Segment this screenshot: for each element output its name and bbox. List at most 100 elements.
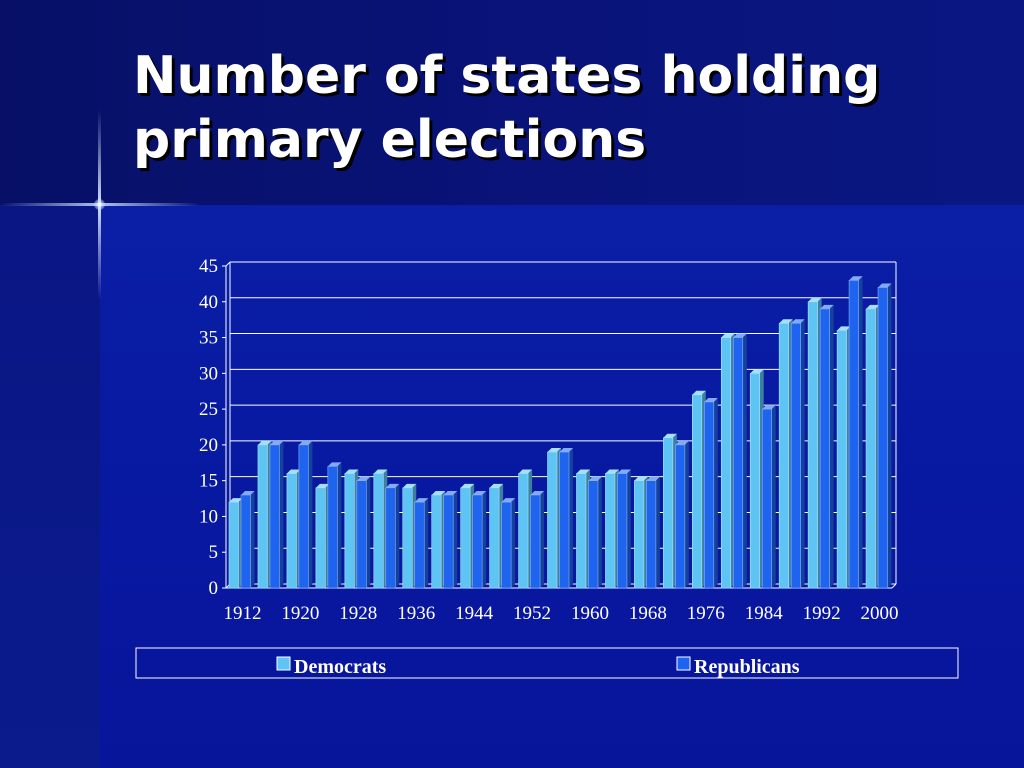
axis-depth-line: [891, 583, 897, 589]
x-tick-label: 1960: [571, 603, 609, 624]
bar-front-face: [344, 473, 355, 589]
bar-front-face: [240, 494, 251, 589]
bar-front-face: [790, 322, 801, 589]
bar-top-face: [257, 440, 272, 445]
bar-front-face: [836, 330, 847, 589]
bar-top-face: [559, 448, 574, 453]
bar-republicans: [617, 469, 631, 589]
bar-top-face: [646, 476, 660, 481]
x-tick-label: 1968: [629, 603, 667, 624]
bar-democrats: [402, 483, 417, 589]
bar-front-face: [315, 487, 326, 589]
bar-top-face: [344, 469, 359, 474]
bar-top-face: [229, 498, 243, 503]
x-tick-label: 1976: [687, 603, 725, 624]
bar-top-face: [518, 469, 533, 474]
bar-republicans: [269, 440, 284, 589]
bar-front-face: [286, 473, 297, 589]
bar-front-face: [663, 437, 674, 589]
bar-front-face: [749, 373, 761, 589]
bar-democrats: [836, 326, 851, 589]
bar-front-face: [617, 473, 628, 589]
bar-top-face: [547, 448, 562, 453]
x-tick-label: 1952: [513, 603, 551, 624]
bar-front-face: [356, 480, 367, 589]
bar-front-face: [807, 301, 818, 589]
x-tick-label: 2000: [861, 603, 899, 624]
bar-democrats: [460, 483, 475, 589]
bar-top-face: [750, 369, 764, 374]
bar-front-face: [257, 444, 268, 589]
bar-republicans: [356, 476, 371, 589]
bar-top-face: [692, 390, 706, 395]
legend-label-democrats: Democrats: [294, 656, 386, 678]
bar-side-face: [597, 476, 602, 588]
bar-top-face: [501, 498, 516, 503]
bar-top-face: [269, 440, 284, 445]
legend-box: [135, 647, 959, 679]
x-tick-label: 1912: [223, 603, 261, 624]
bar-front-face: [460, 487, 471, 589]
bar-top-face: [460, 483, 475, 488]
x-tick-label: 1920: [281, 603, 319, 624]
bar-democrats: [547, 448, 562, 589]
bar-top-face: [414, 498, 429, 503]
bar-top-face: [588, 476, 602, 481]
bar-front-face: [518, 473, 529, 589]
bar-top-face: [634, 476, 648, 481]
bar-front-face: [298, 444, 309, 589]
bar-front-face: [472, 494, 483, 589]
bar-top-face: [704, 397, 718, 402]
bar-republicans: [588, 476, 602, 589]
bar-democrats: [692, 390, 706, 589]
bar-republicans: [240, 490, 255, 589]
bar-front-face: [530, 494, 541, 589]
bar-democrats: [663, 433, 677, 589]
y-tick-label: 40: [199, 292, 218, 313]
bar-front-face: [720, 337, 732, 589]
legend-swatch-republicans: [676, 656, 691, 671]
bar-democrats: [576, 469, 590, 589]
bar-side-face: [279, 440, 284, 588]
bar-top-face: [733, 333, 747, 338]
bar-top-face: [605, 469, 619, 474]
bar-top-face: [878, 283, 892, 288]
bar-front-face: [588, 480, 599, 589]
left-background-band: [0, 205, 100, 768]
bar-front-face: [634, 480, 645, 589]
y-tick-label: 5: [209, 542, 219, 563]
bar-side-face: [858, 276, 863, 588]
x-tick-label: 1992: [803, 603, 841, 624]
bar-front-face: [761, 408, 773, 589]
bar-top-face: [837, 326, 851, 331]
bar-side-face: [424, 498, 429, 588]
slide-title: Number of states holding primary electio…: [133, 46, 881, 170]
bar-top-face: [327, 462, 342, 467]
bar-democrats: [489, 483, 504, 589]
bar-republicans: [790, 319, 805, 589]
title-background: [0, 0, 1024, 205]
bar-top-face: [866, 304, 880, 309]
bar-top-face: [791, 319, 805, 324]
bar-democrats: [315, 483, 330, 589]
bar-republicans: [530, 490, 545, 589]
bar-republicans: [877, 283, 892, 589]
bar-front-face: [489, 487, 500, 589]
bar-side-face: [337, 462, 342, 588]
bar-side-face: [511, 498, 516, 588]
bar-side-face: [800, 319, 805, 588]
bar-top-face: [472, 490, 487, 495]
bar-republicans: [501, 498, 516, 589]
bar-side-face: [771, 405, 776, 588]
bar-top-face: [576, 469, 590, 474]
bar-top-face: [663, 433, 677, 438]
bar-republicans: [848, 276, 863, 589]
bar-top-face: [808, 297, 822, 302]
y-tick-label: 10: [199, 506, 218, 527]
bar-democrats: [286, 469, 301, 589]
x-tick-label: 1928: [339, 603, 377, 624]
bar-front-face: [819, 308, 830, 589]
x-tick-label: 1936: [397, 603, 435, 624]
bar-democrats: [344, 469, 359, 589]
bar-top-face: [849, 276, 863, 281]
